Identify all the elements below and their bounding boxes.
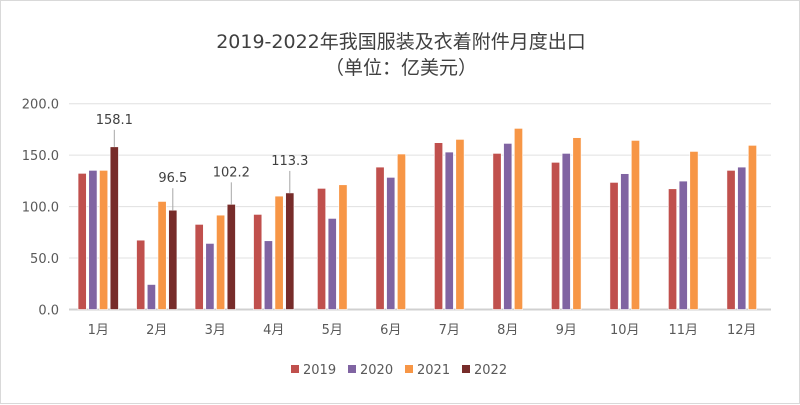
bar-2019-6 — [375, 166, 385, 310]
legend-swatch-2022 — [462, 365, 470, 373]
bar-2019-4 — [253, 214, 263, 310]
bar-2022-1 — [109, 146, 119, 310]
data-label: 113.3 — [271, 154, 308, 169]
x-tick-label: 11月 — [668, 323, 698, 338]
bar-2021-5 — [338, 184, 348, 310]
y-tick-label: 150.0 — [22, 149, 59, 164]
chart-subtitle: （单位：亿美元） — [324, 57, 477, 79]
bar-2020-3 — [205, 243, 215, 310]
bar-2019-7 — [434, 142, 443, 310]
bar-2020-1 — [88, 170, 98, 310]
bar-2020-9 — [561, 153, 571, 310]
legend-label-2021: 2021 — [417, 363, 450, 378]
bar-2022-4 — [285, 192, 295, 310]
bar-2020-11 — [678, 180, 688, 310]
bar-2019-3 — [194, 224, 204, 310]
bar-2019-12 — [726, 170, 736, 310]
bar-2019-8 — [492, 153, 502, 310]
bar-2019-9 — [551, 162, 561, 310]
legend-label-2022: 2022 — [474, 363, 507, 378]
bar-2019-5 — [317, 188, 326, 310]
x-tick-label: 5月 — [322, 323, 343, 338]
bar-2019-11 — [668, 188, 678, 310]
bar-2020-6 — [386, 177, 396, 310]
bar-2021-6 — [396, 153, 406, 310]
bar-2021-2 — [157, 201, 167, 310]
bar-2020-7 — [444, 151, 454, 310]
bar-2021-12 — [747, 145, 757, 310]
legend-label-2020: 2020 — [360, 363, 393, 378]
bar-2021-11 — [689, 151, 699, 310]
bar-2020-10 — [620, 173, 630, 310]
y-tick-label: 200.0 — [22, 98, 59, 113]
legend-label-2019: 2019 — [303, 363, 336, 378]
x-tick-label: 7月 — [439, 323, 460, 338]
bar-2019-2 — [136, 239, 146, 310]
x-tick-label: 6月 — [380, 323, 401, 338]
legend-swatch-2019 — [291, 365, 299, 373]
bar-2021-7 — [455, 139, 465, 310]
y-tick-label: 0.0 — [38, 304, 59, 319]
y-tick-label: 50.0 — [30, 252, 59, 267]
x-tick-label: 12月 — [727, 323, 757, 338]
x-tick-label: 8月 — [497, 323, 518, 338]
bar-2020-8 — [503, 143, 513, 310]
bar-2021-8 — [513, 128, 523, 310]
legend-swatch-2021 — [405, 365, 413, 373]
bar-2019-1 — [77, 173, 87, 310]
bar-2021-10 — [630, 140, 640, 310]
x-tick-label: 9月 — [556, 323, 577, 338]
data-label: 158.1 — [96, 113, 133, 128]
legend-swatch-2020 — [348, 365, 356, 373]
x-tick-label: 3月 — [205, 323, 226, 338]
bar-2022-3 — [226, 204, 236, 310]
x-tick-label: 4月 — [263, 323, 284, 338]
bar-2020-4 — [263, 240, 273, 310]
bar-2020-2 — [146, 284, 156, 310]
bar-2020-12 — [737, 166, 747, 310]
bar-2022-2 — [168, 209, 178, 310]
bar-2021-3 — [216, 214, 226, 310]
x-tick-label: 2月 — [146, 323, 167, 338]
x-tick-label: 10月 — [610, 323, 640, 338]
y-tick-label: 100.0 — [22, 201, 59, 216]
chart-title: 2019-2022年我国服装及衣着附件月度出口 — [216, 31, 586, 53]
bar-2020-5 — [327, 218, 337, 310]
bar-2021-9 — [572, 137, 582, 310]
data-label: 96.5 — [158, 171, 187, 186]
x-tick-label: 1月 — [88, 323, 109, 338]
bar-2021-1 — [99, 170, 109, 310]
bar-2019-10 — [609, 182, 619, 310]
data-label: 102.2 — [213, 165, 250, 180]
bar-2021-4 — [274, 195, 284, 310]
